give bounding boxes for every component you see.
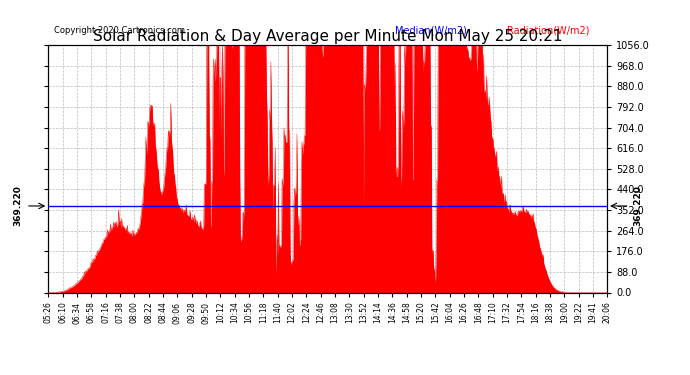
Text: Copyright 2020 Cartronics.com: Copyright 2020 Cartronics.com bbox=[54, 26, 185, 35]
Text: Radiation(W/m2): Radiation(W/m2) bbox=[506, 25, 589, 35]
Title: Solar Radiation & Day Average per Minute Mon May 25 20:21: Solar Radiation & Day Average per Minute… bbox=[93, 29, 562, 44]
Text: Median(W/m2): Median(W/m2) bbox=[395, 25, 466, 35]
Text: 369.220: 369.220 bbox=[633, 186, 642, 226]
Text: 369.220: 369.220 bbox=[13, 186, 22, 226]
